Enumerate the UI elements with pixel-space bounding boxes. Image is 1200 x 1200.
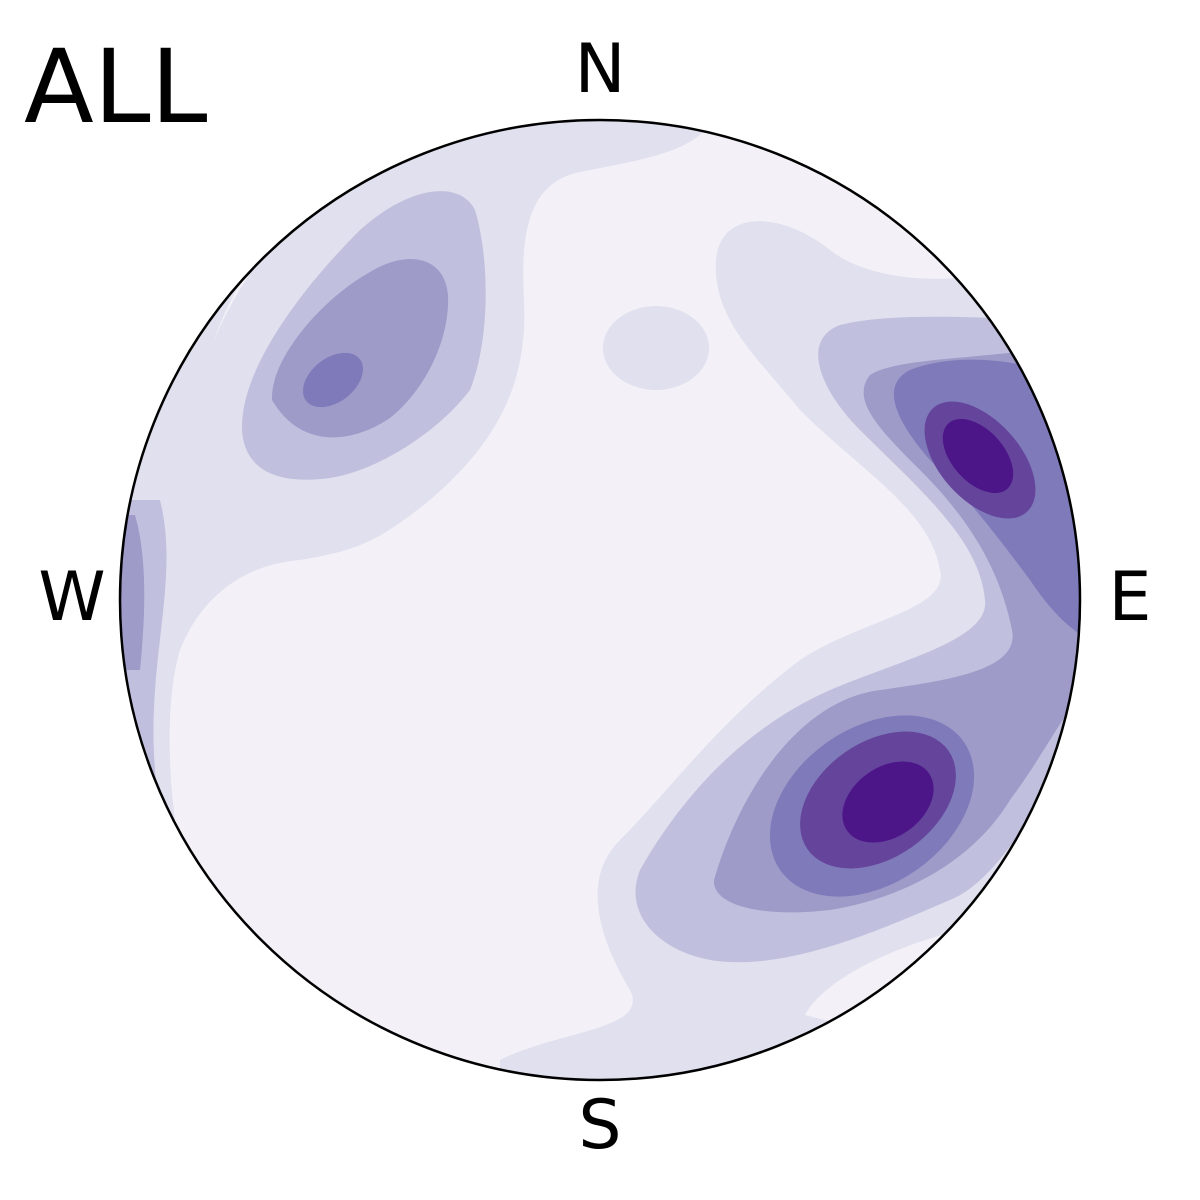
contour-level-6-east [942, 418, 1014, 494]
chart-title: ALL [24, 28, 208, 147]
contour-level-3-west-edge [120, 515, 145, 670]
west-label: W [38, 558, 105, 637]
contour-level-4-northwest [302, 352, 364, 408]
contour-level-1-north-blob [603, 306, 709, 390]
contour-level-6-southeast [842, 761, 934, 843]
stereonet-boundary [118, 118, 1082, 1082]
south-label: S [578, 1086, 621, 1165]
north-label: N [575, 30, 626, 109]
east-label: E [1109, 558, 1152, 637]
density-contours [120, 120, 1080, 1080]
contour-level-1-north-west [120, 120, 712, 840]
